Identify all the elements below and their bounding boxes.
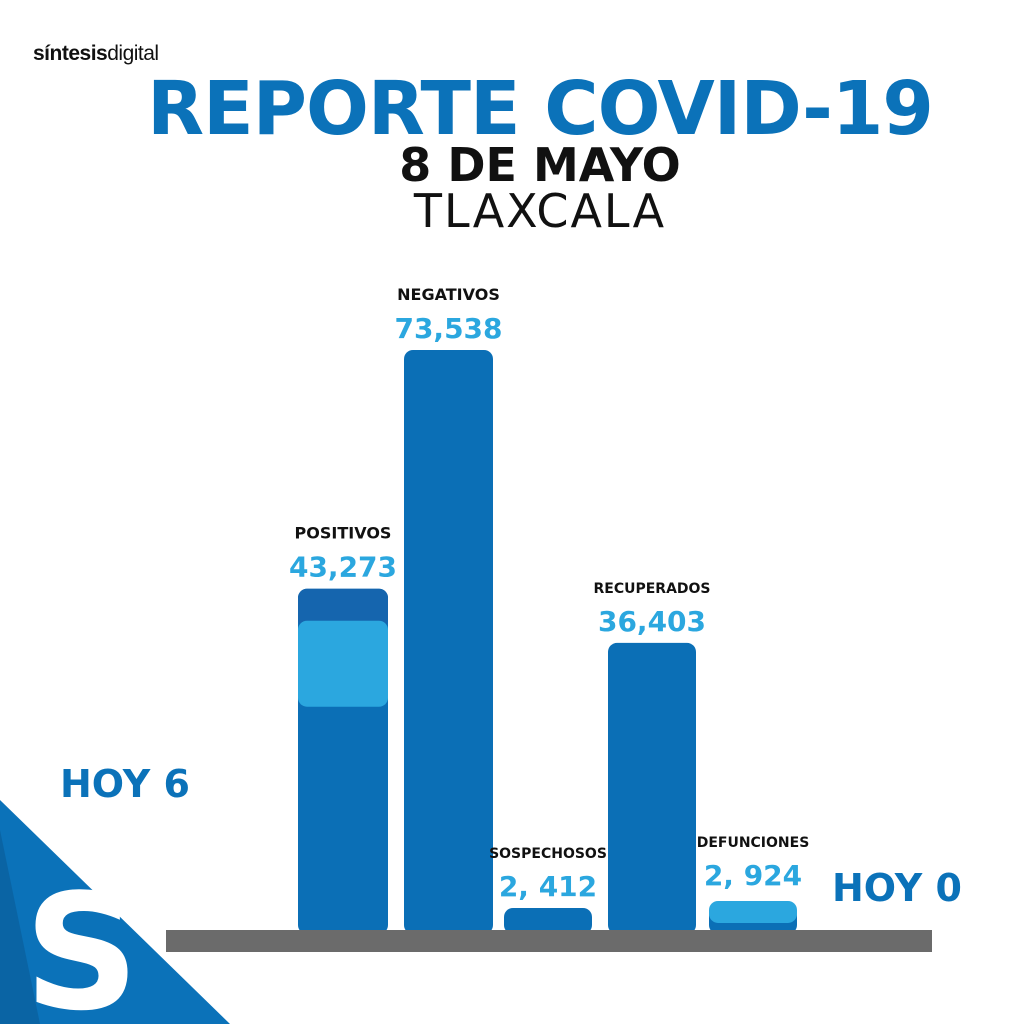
value-label-positivos: 43,273 — [289, 551, 397, 584]
page-title: REPORTE COVID-19 — [147, 66, 934, 152]
category-label-positivos: POSITIVOS — [295, 524, 392, 543]
today-positivos-badge: HOY 6 — [60, 762, 190, 806]
chart-baseline — [166, 930, 932, 952]
bar-negativos — [404, 350, 493, 934]
category-label-negativos: NEGATIVOS — [397, 285, 500, 304]
category-label-sospechosos: SOSPECHOSOS — [489, 846, 607, 862]
report-date: 8 DE MAYO — [399, 138, 681, 192]
bar-positivos-today-segment — [298, 620, 388, 707]
brand-logo-text: síntesisdigital — [33, 42, 159, 66]
value-label-recuperados: 36,403 — [598, 605, 706, 638]
bar-defunciones-today-segment — [709, 900, 797, 923]
value-label-defunciones: 2, 924 — [704, 859, 802, 892]
today-defunciones-badge: HOY 0 — [832, 866, 962, 910]
bar-recuperados — [608, 642, 696, 934]
value-label-negativos: 73,538 — [394, 312, 502, 345]
report-place: TLAXCALA — [413, 184, 667, 238]
brand-name-light: digital — [107, 42, 159, 65]
category-label-defunciones: DEFUNCIONES — [697, 835, 810, 851]
bar-positivos-top — [298, 588, 388, 629]
category-label-recuperados: RECUPERADOS — [593, 581, 710, 597]
bar-sospechosos — [504, 908, 592, 934]
brand-name-bold: síntesis — [33, 42, 108, 65]
value-label-sospechosos: 2, 412 — [499, 870, 597, 903]
